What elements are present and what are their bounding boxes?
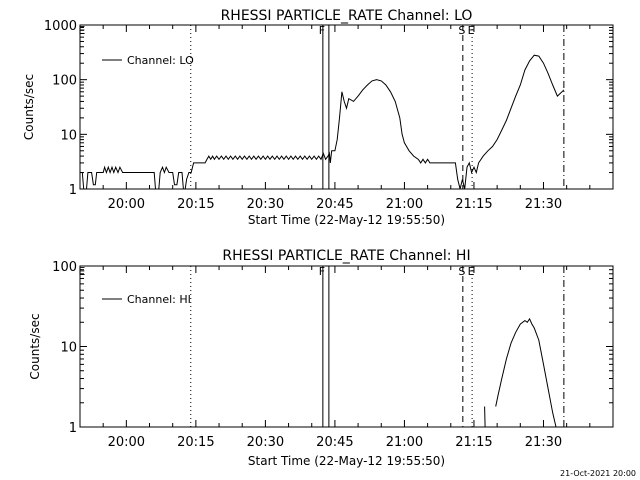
x-tick-label: 20:00 <box>108 197 145 212</box>
event-marker-label: F <box>319 24 325 37</box>
y-tick-label: 10 <box>60 341 77 356</box>
x-tick-label: 21:00 <box>386 435 423 450</box>
legend-label: Channel: HI <box>127 293 191 306</box>
series-line <box>80 54 565 190</box>
x-tick-label: 20:45 <box>316 435 353 450</box>
event-marker-label: S <box>458 24 465 37</box>
x-tick-label: 21:15 <box>455 435 492 450</box>
y-axis-label: Counts/sec <box>28 313 42 379</box>
y-tick-label: 100 <box>52 74 77 89</box>
x-tick-label: 20:15 <box>177 435 214 450</box>
event-marker-label: E <box>78 24 85 37</box>
event-marker-label: E <box>468 265 475 278</box>
x-axis-label: Start Time (22-May-12 19:55:50) <box>248 213 445 227</box>
series-line <box>484 317 557 428</box>
y-tick-label: 1 <box>69 183 77 198</box>
y-tick-label: 1 <box>69 421 77 436</box>
chart-title: RHESSI PARTICLE_RATE Channel: HI <box>222 248 470 264</box>
x-tick-label: 20:45 <box>316 197 353 212</box>
event-marker-label: S <box>458 265 465 278</box>
plot-frame <box>79 24 614 190</box>
y-tick-label: 10 <box>60 128 77 143</box>
event-marker-label: E <box>78 265 85 278</box>
y-tick-label: 100 <box>52 260 77 275</box>
y-axis-label: Counts/sec <box>22 74 36 140</box>
event-marker-label: F <box>319 265 325 278</box>
date-stamp: 21-Oct-2021 20:00 <box>560 469 636 478</box>
x-tick-label: 21:30 <box>525 435 562 450</box>
x-axis-label: Start Time (22-May-12 19:55:50) <box>248 454 445 468</box>
legend-label: Channel: LO <box>127 54 194 67</box>
x-tick-label: 20:15 <box>177 197 214 212</box>
x-tick-label: 21:30 <box>525 197 562 212</box>
y-tick-label: 1000 <box>44 19 77 34</box>
x-tick-label: 20:30 <box>247 435 284 450</box>
x-tick-label: 20:30 <box>247 197 284 212</box>
x-tick-label: 21:00 <box>386 197 423 212</box>
event-marker-label: E <box>468 24 475 37</box>
x-tick-label: 21:15 <box>455 197 492 212</box>
chart-title: RHESSI PARTICLE_RATE Channel: LO <box>221 8 473 24</box>
x-tick-label: 20:00 <box>108 435 145 450</box>
